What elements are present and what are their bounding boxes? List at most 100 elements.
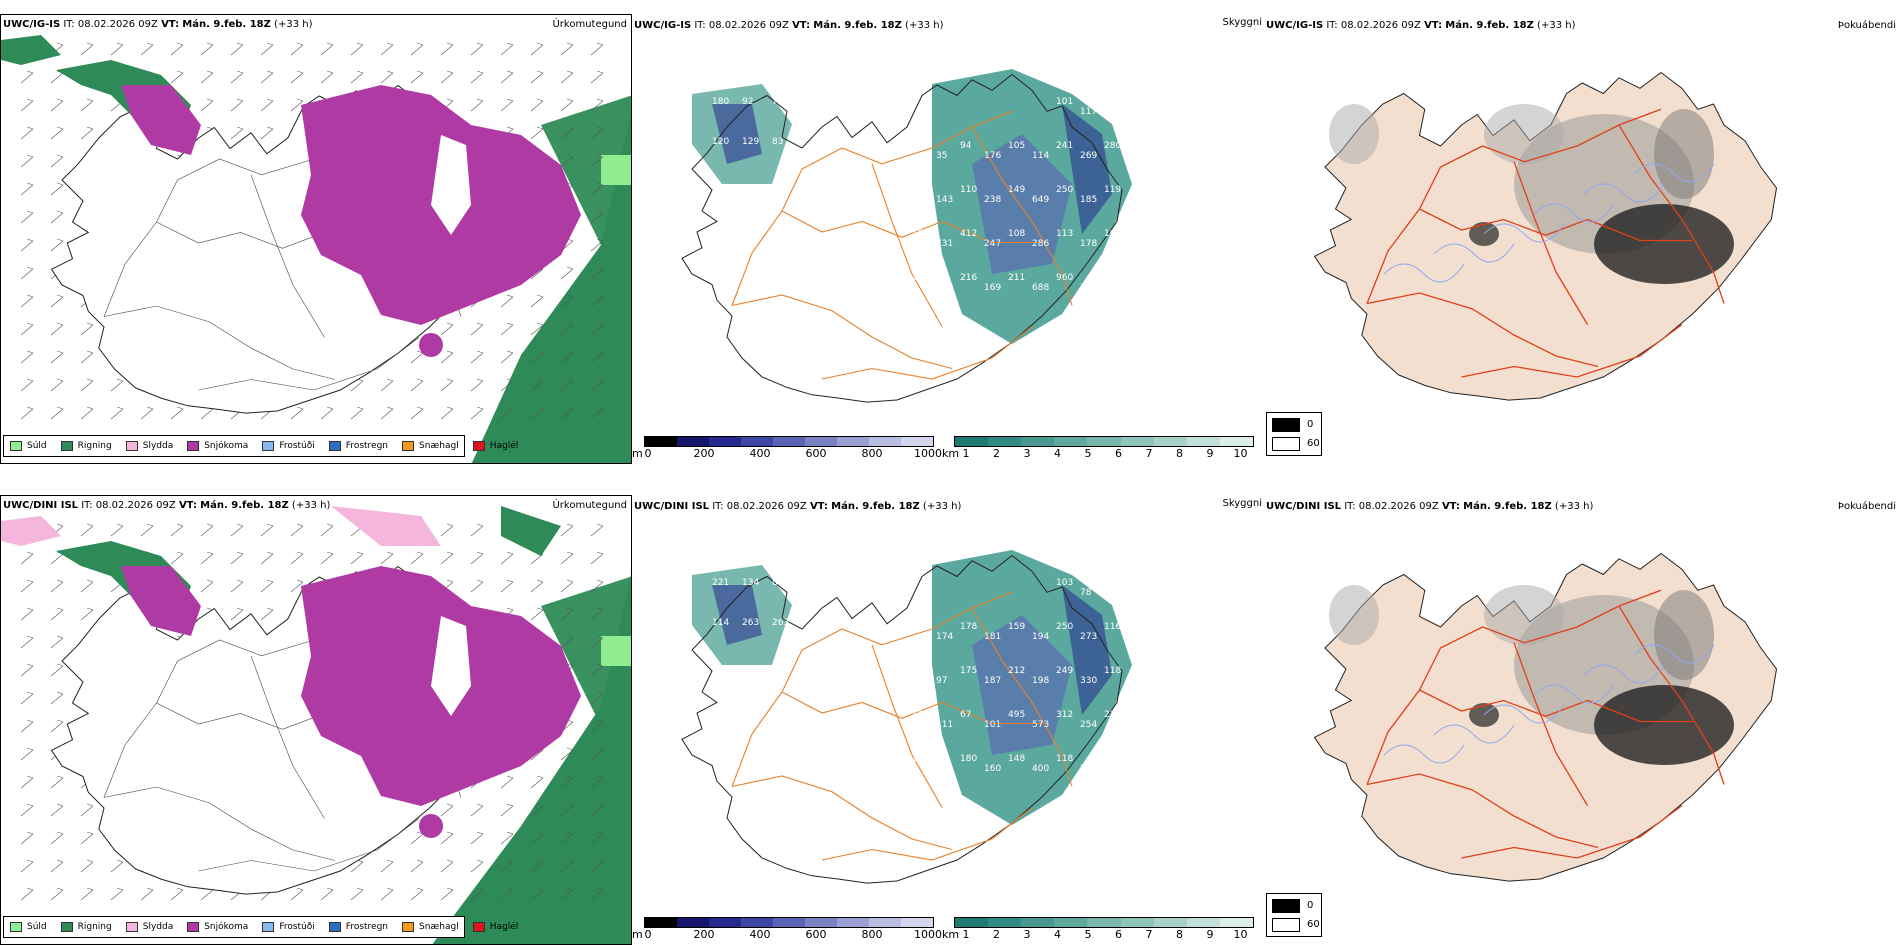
- wind-barb: [56, 887, 64, 891]
- rain-area: [541, 95, 631, 245]
- visibility-label: 105: [1008, 141, 1025, 151]
- lead-time: (+33 h): [922, 501, 962, 512]
- wind-barb: [20, 296, 34, 308]
- road: [1618, 605, 1725, 785]
- wind-barb: [440, 525, 454, 537]
- road: [731, 591, 1013, 787]
- wind-barb: [86, 322, 94, 326]
- wind-barb: [470, 380, 484, 392]
- road: [1419, 208, 1693, 242]
- colorbar-cell: [1219, 437, 1253, 446]
- wind-barb: [140, 525, 154, 537]
- colorbar-tick: 8: [1176, 928, 1183, 941]
- wind-barb: [476, 803, 484, 807]
- wind-barb: [170, 44, 184, 56]
- colorbar-cell: [773, 437, 805, 446]
- run-info: IT: 08.02.2026 09Z: [694, 20, 789, 31]
- wind-barb: [320, 44, 334, 56]
- legend-swatch: [10, 922, 22, 932]
- visibility-label: 273: [1080, 632, 1097, 642]
- wind-barb: [380, 44, 394, 56]
- visibility-label: 340: [1080, 283, 1097, 293]
- legend-item-haglél: Haglél: [472, 922, 518, 932]
- visibility-label: 176: [984, 151, 1001, 161]
- visibility-label: 160: [984, 764, 1001, 774]
- wind-barb: [500, 380, 514, 392]
- wind-barb: [86, 887, 94, 891]
- wind-barb: [440, 380, 454, 392]
- colorbar-cell: [869, 918, 901, 927]
- wind-barb: [116, 887, 124, 891]
- road: [731, 294, 953, 370]
- panel-title-fog-bottom: UWC/DINI ISL IT: 08.02.2026 09Z VT: Mán.…: [1266, 501, 1593, 512]
- wind-barb: [110, 525, 124, 537]
- wind-barb: [320, 72, 334, 84]
- wind-barb: [386, 406, 394, 410]
- wind-barb: [380, 889, 394, 901]
- road: [1513, 642, 1589, 806]
- wind-barb: [80, 861, 94, 873]
- wind-barb: [530, 128, 544, 140]
- river: [1483, 704, 1565, 724]
- wind-barb: [230, 72, 244, 84]
- wind-barb: [56, 775, 64, 779]
- wind-barb: [50, 408, 64, 420]
- river: [1483, 223, 1565, 243]
- wind-barb: [590, 553, 604, 565]
- wind-barb: [590, 408, 604, 420]
- legend-label: Snjókoma: [204, 441, 249, 451]
- lead-time: (+33 h): [1537, 20, 1576, 31]
- visibility-label: 108: [1008, 229, 1025, 239]
- wind-barb: [56, 350, 64, 354]
- wind-barb: [506, 551, 514, 555]
- wind-barb: [470, 72, 484, 84]
- wind-barb: [350, 889, 364, 901]
- visibility-label: 136: [912, 666, 929, 676]
- wind-barb: [80, 805, 94, 817]
- wind-barb: [566, 42, 574, 46]
- wind-barb: [86, 607, 94, 611]
- wind-barb: [380, 380, 394, 392]
- wind-barb: [530, 609, 544, 621]
- river: [1383, 263, 1465, 283]
- wind-barb: [230, 44, 244, 56]
- wind-barb: [386, 70, 394, 74]
- wind-barb: [596, 747, 604, 751]
- wind-barb: [500, 889, 514, 901]
- wind-barb: [476, 551, 484, 555]
- wind-barb: [236, 42, 244, 46]
- wind-barb: [560, 833, 574, 845]
- wind-barb: [590, 749, 604, 761]
- colorbar-cell: [805, 437, 837, 446]
- visibility-label: 149: [1008, 185, 1025, 195]
- wind-barb: [596, 406, 604, 410]
- wind-barb: [410, 861, 424, 873]
- wind-barb: [26, 350, 34, 354]
- wind-barb: [470, 553, 484, 565]
- fog-panel-bottom: UWC/DINI ISL IT: 08.02.2026 09Z VT: Mán.…: [1264, 495, 1900, 945]
- wind-barb: [590, 861, 604, 873]
- wind-barb: [326, 887, 334, 891]
- river: [1433, 724, 1515, 744]
- visibility-field: [692, 69, 1132, 344]
- elevation-colorbar-top: m 0 200 400 600 800 1000: [632, 436, 942, 464]
- colorbar-strip: [954, 917, 1254, 928]
- rain-area: [432, 574, 631, 944]
- precip-map-bottom: [1, 506, 631, 944]
- wind-barb: [20, 380, 34, 392]
- legend-item-súld: Súld: [10, 441, 47, 451]
- fog-field: [1329, 585, 1379, 645]
- elevation-area: [712, 585, 762, 645]
- wind-barb: [26, 831, 34, 835]
- wind-barb: [416, 859, 424, 863]
- wind-barb: [560, 581, 574, 593]
- wind-barb: [200, 581, 214, 593]
- wind-barb: [56, 635, 64, 639]
- wind-barb: [50, 581, 64, 593]
- wind-barb: [506, 607, 514, 611]
- colorbar-tick: 600: [805, 928, 827, 941]
- wind-barb: [230, 581, 244, 593]
- visibility-label: 649: [1032, 195, 1049, 205]
- colorbar-cell: [1054, 918, 1088, 927]
- wind-barb: [536, 378, 544, 382]
